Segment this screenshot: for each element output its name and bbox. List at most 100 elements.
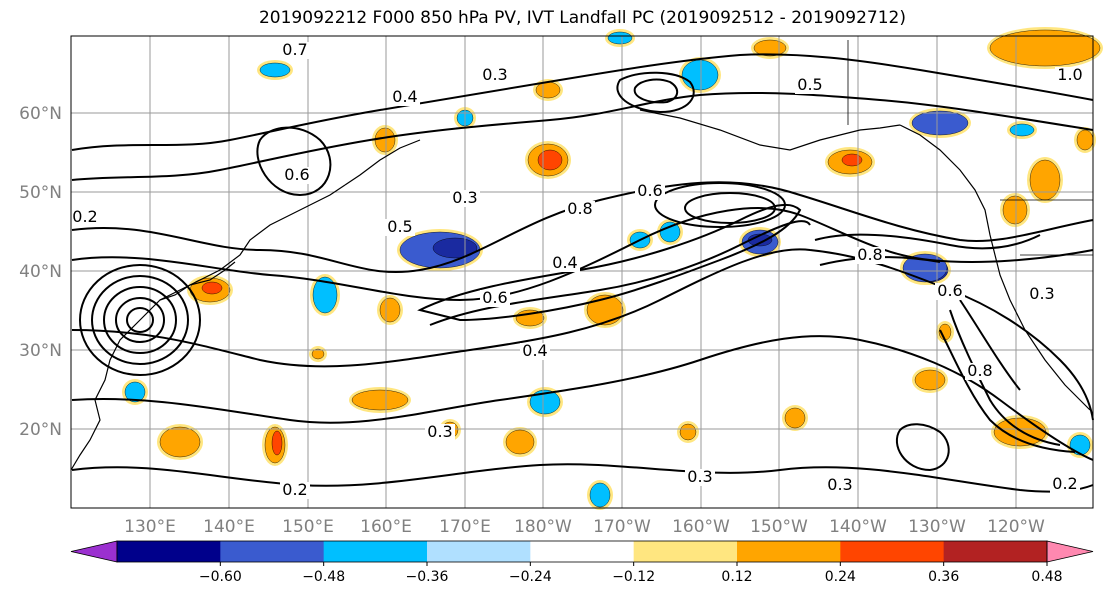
contour — [71, 53, 1094, 151]
pv-anomaly-fill — [379, 297, 401, 323]
pv-anomaly-fill — [351, 389, 409, 411]
lat-axis: 60°N 50°N 40°N 30°N 20°N — [19, 104, 62, 440]
contour-label: 0.2 — [1052, 474, 1077, 493]
contour-label-bg — [385, 219, 415, 236]
contour-label-bg — [70, 209, 100, 226]
contour-label-bg — [550, 255, 580, 272]
colorbar-segment — [737, 541, 841, 562]
lat-label: 40°N — [19, 262, 62, 282]
pv-anomaly-fill — [586, 294, 624, 326]
coast-alaska — [639, 109, 901, 151]
contour-label: 0.8 — [857, 245, 882, 264]
contour-label: 0.3 — [687, 467, 712, 486]
coast-north-america — [899, 124, 1091, 411]
lon-label: 160°E — [360, 517, 412, 537]
contour-label-bg — [282, 167, 312, 184]
contour-label: 0.6 — [284, 165, 309, 184]
pv-anomaly-fill — [201, 281, 223, 295]
contour — [895, 423, 950, 472]
pv-anomaly-fill — [374, 127, 396, 153]
contour-label-bg — [565, 201, 595, 218]
contour — [256, 126, 332, 197]
contour-label-bg — [390, 89, 420, 106]
contour-label: 0.6 — [637, 181, 662, 200]
pv-anomaly-fill — [753, 39, 787, 57]
coast-kamchatka — [344, 139, 421, 186]
colorbar-tick-label: 0.12 — [721, 569, 752, 585]
lon-label: 180°W — [514, 517, 572, 537]
pv-anomaly-fill — [659, 221, 681, 243]
contour-label-bg — [1050, 476, 1080, 493]
pv-anomaly-fill — [911, 110, 969, 136]
contour-labels: 0.3 0.5 0.8 0.7 0.4 0.6 0.3 0.6 0.8 0.6 0.4 0.5 0.4 0… — [70, 40, 1085, 499]
pv-anomaly-fill — [311, 348, 325, 360]
contour-label: 0.5 — [797, 75, 822, 94]
contour — [814, 233, 1041, 250]
lon-label: 150°E — [282, 517, 334, 537]
lon-label: 140°E — [203, 517, 255, 537]
contour-label-bg — [855, 247, 885, 264]
lat-label: 60°N — [19, 104, 62, 124]
contour-label-bg — [425, 424, 455, 441]
contour-label: 0.2 — [72, 207, 97, 226]
pv-anomaly-fill — [271, 430, 283, 456]
colorbar: −0.60 −0.48 −0.36 −0.24 −0.12 0.12 0.24 0.36 0.4… — [70, 540, 1094, 585]
colorbar-segment — [220, 541, 325, 562]
lon-label: 130°E — [124, 517, 176, 537]
lat-label: 20°N — [19, 420, 62, 440]
map-frame — [70, 35, 1094, 509]
contour-label: 0.5 — [387, 217, 412, 236]
colorbar-extend-high — [1046, 540, 1094, 563]
pv-anomaly-fill — [993, 417, 1047, 447]
pv-anomaly-fill — [312, 276, 338, 314]
pv-anomaly-fill — [159, 426, 201, 458]
contour-label-bg — [795, 77, 825, 94]
colorbar-extend-low — [70, 540, 118, 563]
colorbar-frame — [116, 540, 1048, 563]
pv-anomaly-fill — [529, 389, 561, 415]
colorbar-tick-label: −0.24 — [509, 569, 552, 585]
contour-label-bg — [520, 343, 550, 360]
contour — [616, 71, 695, 114]
colorbar-segment — [633, 541, 738, 562]
colorbar-segment — [840, 541, 945, 562]
pv-anomaly-fill — [259, 62, 291, 78]
contour — [939, 329, 1076, 453]
lon-label: 120°W — [987, 517, 1045, 537]
contour-label: 0.6 — [937, 281, 962, 300]
lat-label: 30°N — [19, 341, 62, 361]
coastlines — [70, 40, 1093, 471]
contour-label-bg — [280, 42, 310, 59]
colorbar-tick-label: −0.36 — [406, 569, 449, 585]
contour-label: 0.4 — [552, 253, 577, 272]
contour-label: 0.7 — [282, 40, 307, 59]
pv-fill-layer — [122, 27, 1103, 510]
contour-label-bg — [965, 363, 995, 380]
colorbar-tick-label: −0.60 — [199, 569, 242, 585]
pv-anomaly-fill — [681, 59, 719, 91]
contour-label-bg — [685, 469, 715, 486]
pv-anomaly-fill — [1002, 195, 1028, 225]
contour — [71, 248, 1094, 421]
lon-axis: 130°E 140°E 150°E 160°E 170°E 180°W 170°W 160°W… — [124, 517, 1045, 537]
pv-anomaly-fill — [432, 237, 478, 259]
contour-label: 1.0 — [1057, 65, 1082, 84]
lon-label: 140°W — [829, 517, 887, 537]
contour-label: 0.4 — [522, 341, 547, 360]
coast-asia — [70, 184, 346, 471]
contour-label-bg — [480, 67, 510, 84]
pv-anomaly-fill — [589, 482, 611, 508]
contour-label: 0.4 — [392, 87, 417, 106]
contour-label: 0.8 — [567, 199, 592, 218]
contour — [71, 463, 1094, 493]
contour-label: 0.6 — [482, 288, 507, 307]
pv-anomaly-fill — [784, 407, 806, 429]
pv-anomaly-fill — [914, 369, 946, 391]
lon-label: 130°W — [908, 517, 966, 537]
pv-anomaly-fill — [1076, 129, 1094, 151]
contour-label-bg — [1055, 67, 1085, 84]
contour-label: 0.8 — [967, 361, 992, 380]
contour-label: 0.2 — [282, 480, 307, 499]
lon-label: 170°E — [439, 517, 491, 537]
